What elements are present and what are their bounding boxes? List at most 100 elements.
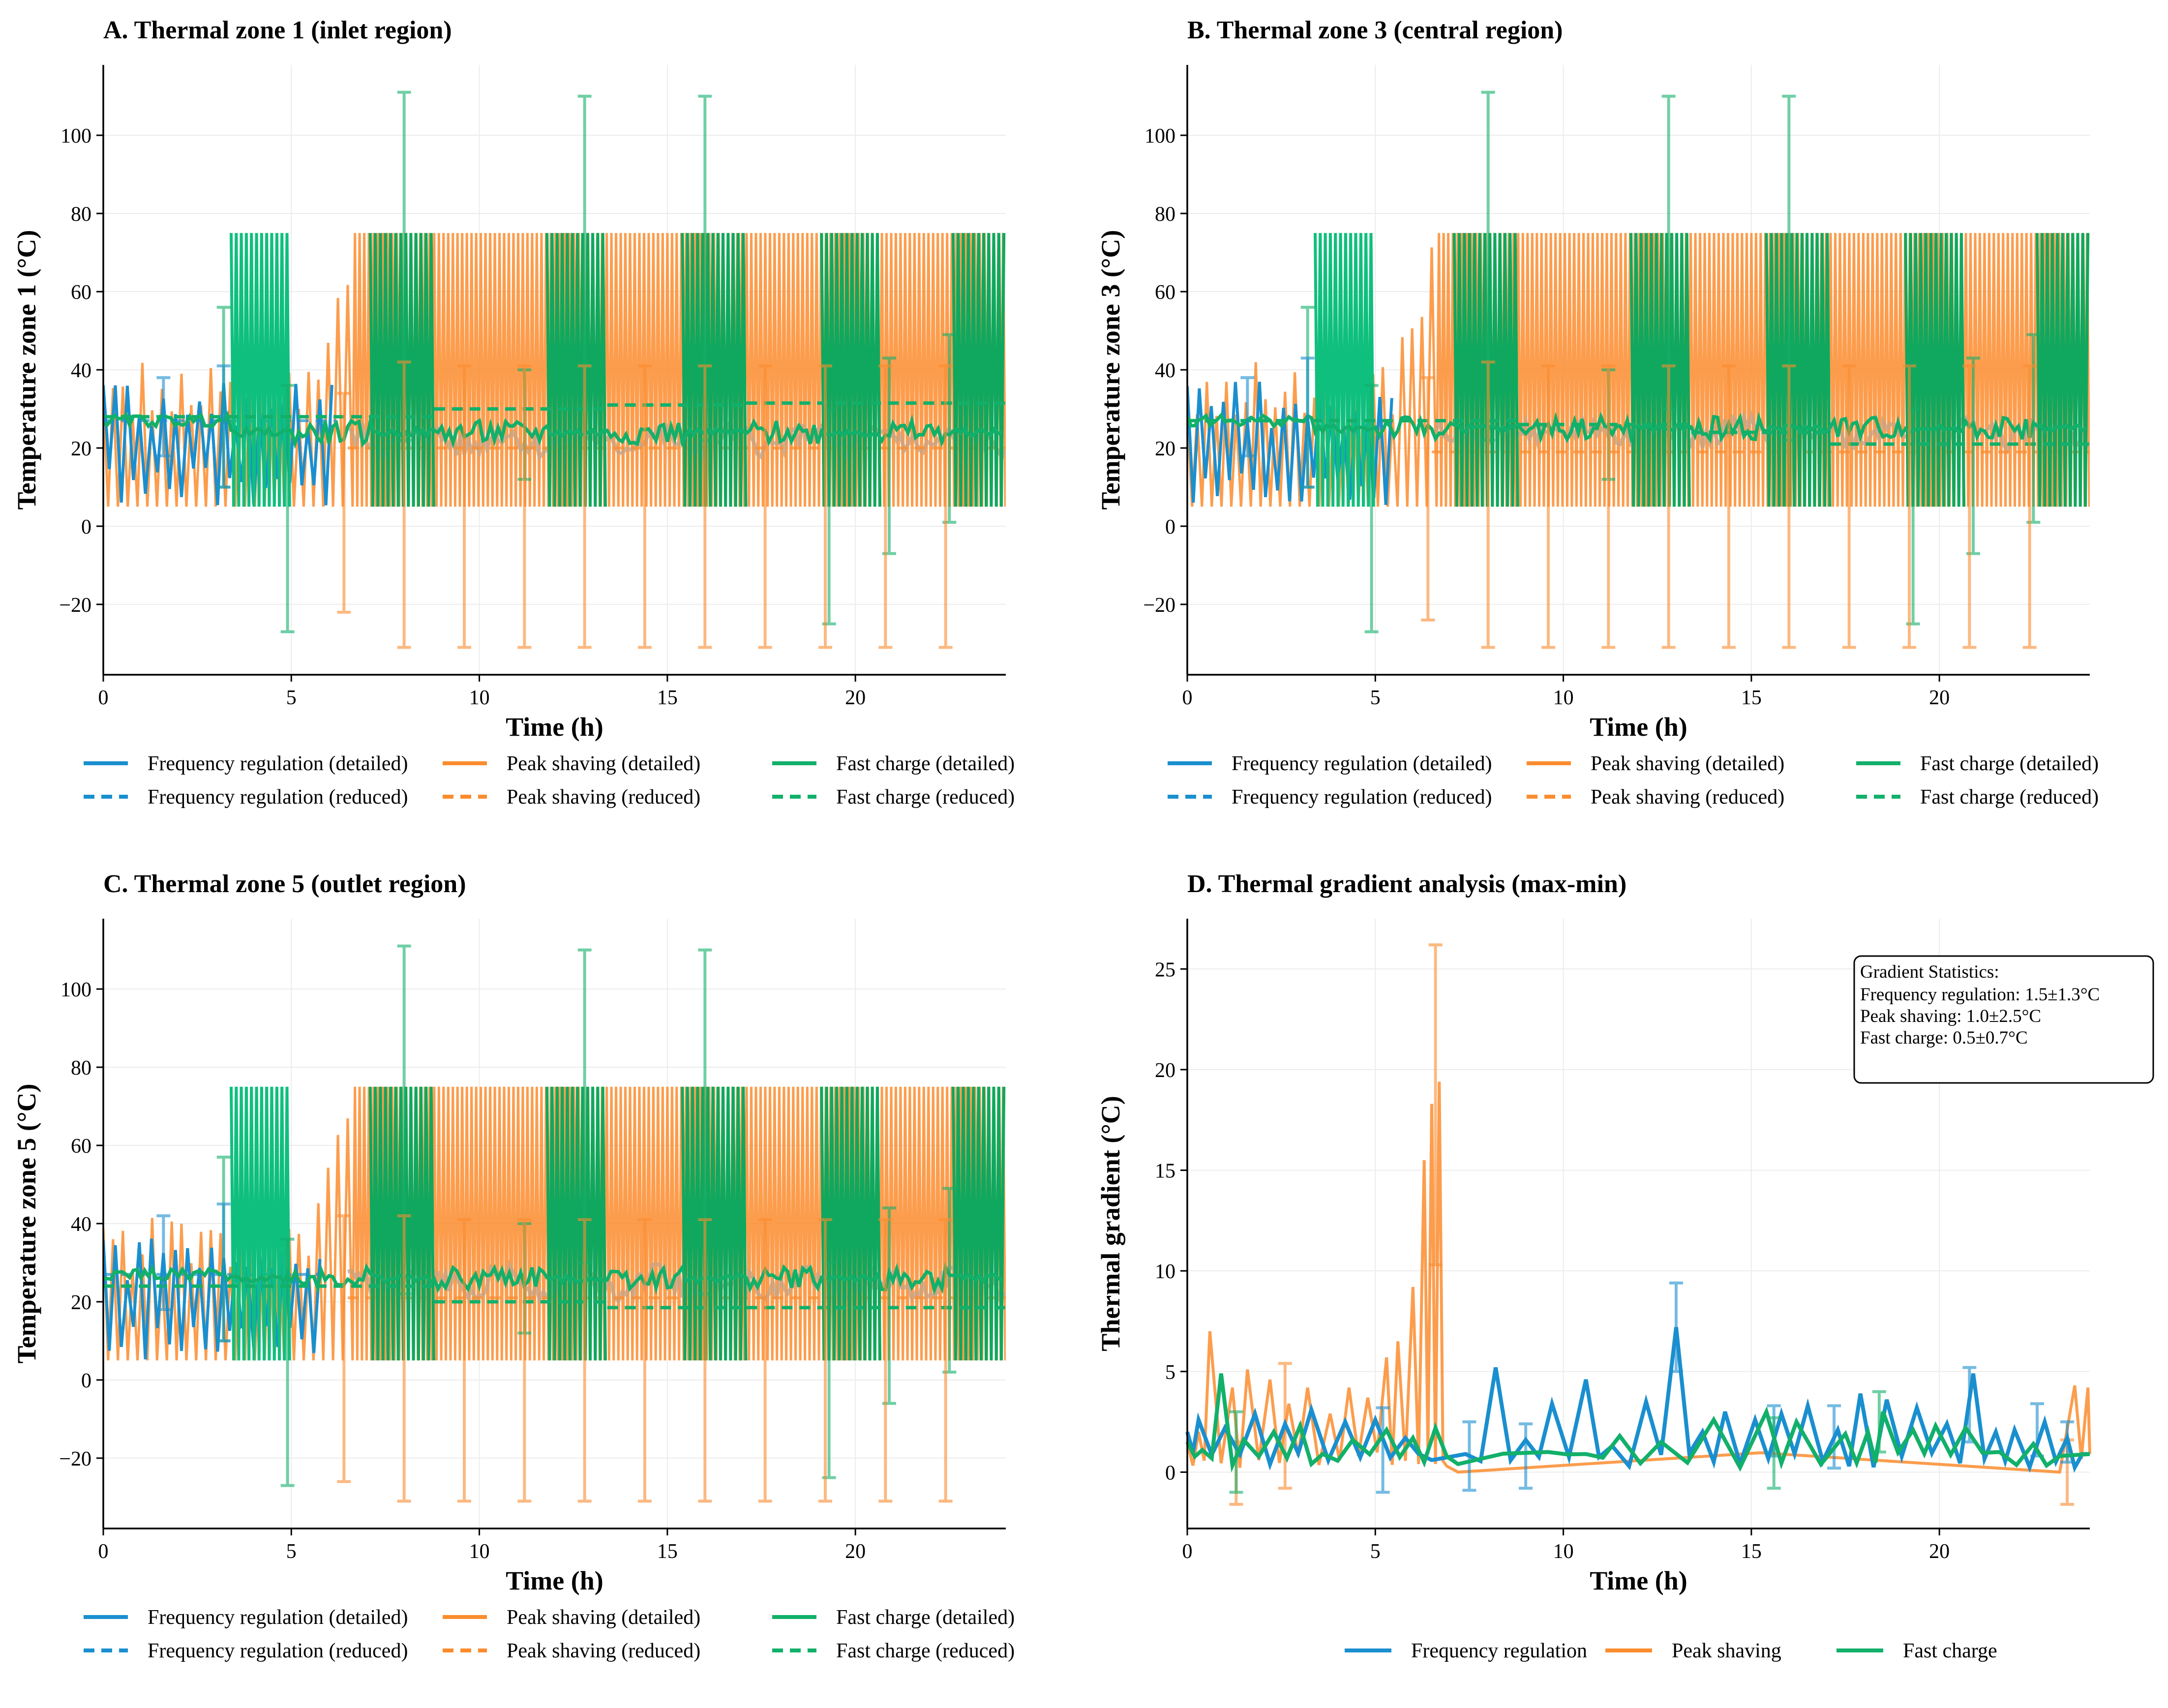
x-tick-label: 0 — [1182, 1540, 1193, 1563]
panel-a-zone-1: A. Thermal zone 1 (inlet region) 0 5 10 15 20… — [0, 0, 1084, 854]
error-bar — [2022, 364, 2037, 649]
error-bar — [1462, 1420, 1476, 1492]
error-bar — [1782, 364, 1796, 649]
y-tick-label: −20 — [1143, 594, 1175, 617]
x-tick-label: 10 — [469, 687, 490, 709]
error-bar — [156, 1214, 171, 1311]
error-bar — [457, 364, 471, 649]
legend-label: Fast charge (reduced) — [1920, 786, 2099, 809]
x-tick-label: 0 — [1182, 687, 1193, 709]
fast-charge-oscillation — [820, 1086, 882, 1361]
chart-zone-3: B. Thermal zone 3 (central region) 0 5 10 15… — [1096, 16, 2099, 809]
legend-label: Frequency regulation (detailed) — [148, 752, 408, 775]
error-bar — [638, 1218, 652, 1503]
y-axis-label: Thermal gradient (°C) — [1096, 1096, 1125, 1351]
y-tick-label: 15 — [1155, 1160, 1175, 1183]
y-tick-label: 60 — [1155, 281, 1175, 304]
error-bar — [1376, 1406, 1390, 1494]
error-bar — [758, 1218, 772, 1503]
error-bar — [938, 1218, 953, 1503]
fast-charge-oscillation — [2036, 233, 2090, 507]
fast-charge-oscillation — [368, 233, 435, 507]
error-bar — [938, 364, 953, 649]
y-tick-label: 60 — [71, 1135, 91, 1158]
x-tick-label: 5 — [1370, 1540, 1381, 1563]
fast-charge-detailed-line — [103, 410, 1003, 449]
legend-label: Fast charge (reduced) — [836, 786, 1015, 809]
y-tick-label: 5 — [1165, 1361, 1175, 1384]
error-bar — [577, 1218, 592, 1503]
stats-title: Gradient Statistics: — [1860, 962, 1999, 982]
panel-title: B. Thermal zone 3 (central region) — [1187, 16, 1563, 44]
error-bar — [216, 1202, 231, 1343]
error-bar — [818, 1218, 832, 1503]
fast-charge-oscillation — [368, 1086, 435, 1361]
x-tick-label: 0 — [98, 687, 109, 709]
error-bar — [1767, 1416, 1781, 1490]
plot-area — [1187, 233, 2090, 507]
peak-shaving-gradient-line — [1186, 1081, 2091, 1474]
panel-title: C. Thermal zone 5 (outlet region) — [103, 870, 466, 898]
y-tick-label: 0 — [1165, 516, 1175, 539]
y-tick-label: 80 — [71, 203, 91, 226]
error-bar — [698, 1218, 712, 1503]
x-axis-label: Time (h) — [1590, 1566, 1687, 1595]
fast-charge-detailed-line — [103, 1262, 1003, 1295]
y-tick-label: 100 — [60, 979, 91, 1001]
error-bar — [1962, 364, 1977, 649]
y-tick-label: 25 — [1155, 959, 1175, 981]
peak-shaving-detailed-mean-line — [346, 416, 1006, 464]
y-axis-label: Temperature zone 1 (°C) — [12, 230, 41, 510]
error-bar — [1300, 357, 1315, 489]
fast-charge-oscillation — [681, 1086, 748, 1361]
fast-charge-detailed-line — [1187, 411, 2087, 444]
x-tick-label: 10 — [1553, 687, 1574, 709]
y-tick-label: 0 — [81, 516, 91, 539]
fast-charge-oscillation — [952, 1086, 1006, 1361]
panel-b-zone-3: B. Thermal zone 3 (central region) 0 5 10 15… — [1084, 0, 2168, 854]
error-bar — [337, 391, 351, 614]
legend-label: Peak shaving (reduced) — [507, 786, 700, 809]
stats-line: Frequency regulation: 1.5±1.3°C — [1860, 985, 2100, 1005]
legend-label: Frequency regulation (detailed) — [1232, 752, 1492, 775]
frequency-regulation-gradient-line — [1185, 1327, 2090, 1473]
panel-title: A. Thermal zone 1 (inlet region) — [103, 16, 452, 44]
error-bar — [280, 1237, 295, 1487]
plot-area — [103, 1086, 1006, 1361]
error-bar — [1421, 376, 1435, 622]
legend-label: Peak shaving (reduced) — [1591, 786, 1784, 809]
error-bar — [280, 384, 295, 633]
x-tick-label: 15 — [657, 687, 678, 709]
legend-label: Frequency regulation (reduced) — [1232, 786, 1492, 809]
error-bar — [577, 364, 592, 649]
error-bar — [1669, 1281, 1683, 1373]
x-tick-label: 10 — [469, 1540, 490, 1563]
error-bar — [878, 364, 893, 649]
plot-area — [103, 233, 1006, 507]
legend-label: Fast charge — [1903, 1640, 1997, 1662]
error-bar — [1240, 376, 1255, 457]
fast-charge-oscillation — [230, 233, 291, 507]
error-bar — [517, 1218, 532, 1503]
y-tick-label: 20 — [71, 1291, 91, 1314]
error-bar — [1364, 384, 1379, 633]
y-tick-label: 20 — [1155, 1059, 1175, 1082]
error-bar — [1229, 1410, 1243, 1494]
fast-charge-oscillation — [820, 233, 882, 507]
error-bar — [156, 376, 171, 457]
error-bar — [216, 364, 231, 489]
x-axis-label: Time (h) — [506, 1566, 603, 1595]
y-tick-label: 100 — [1144, 125, 1175, 148]
error-bar — [457, 1218, 471, 1503]
panel-d-thermal-gradient: D. Thermal gradient analysis (max-min) 0 5… — [1084, 854, 2168, 1708]
error-bar — [698, 364, 712, 649]
x-tick-label: 5 — [286, 687, 297, 709]
y-tick-label: −20 — [59, 594, 91, 617]
legend-label: Peak shaving (detailed) — [507, 752, 700, 775]
y-tick-label: 80 — [71, 1057, 91, 1079]
error-bar — [1601, 364, 1616, 649]
y-tick-label: 10 — [1155, 1260, 1175, 1283]
error-bar — [1481, 360, 1495, 649]
error-bar — [1842, 364, 1856, 649]
x-tick-label: 15 — [1741, 1540, 1762, 1563]
